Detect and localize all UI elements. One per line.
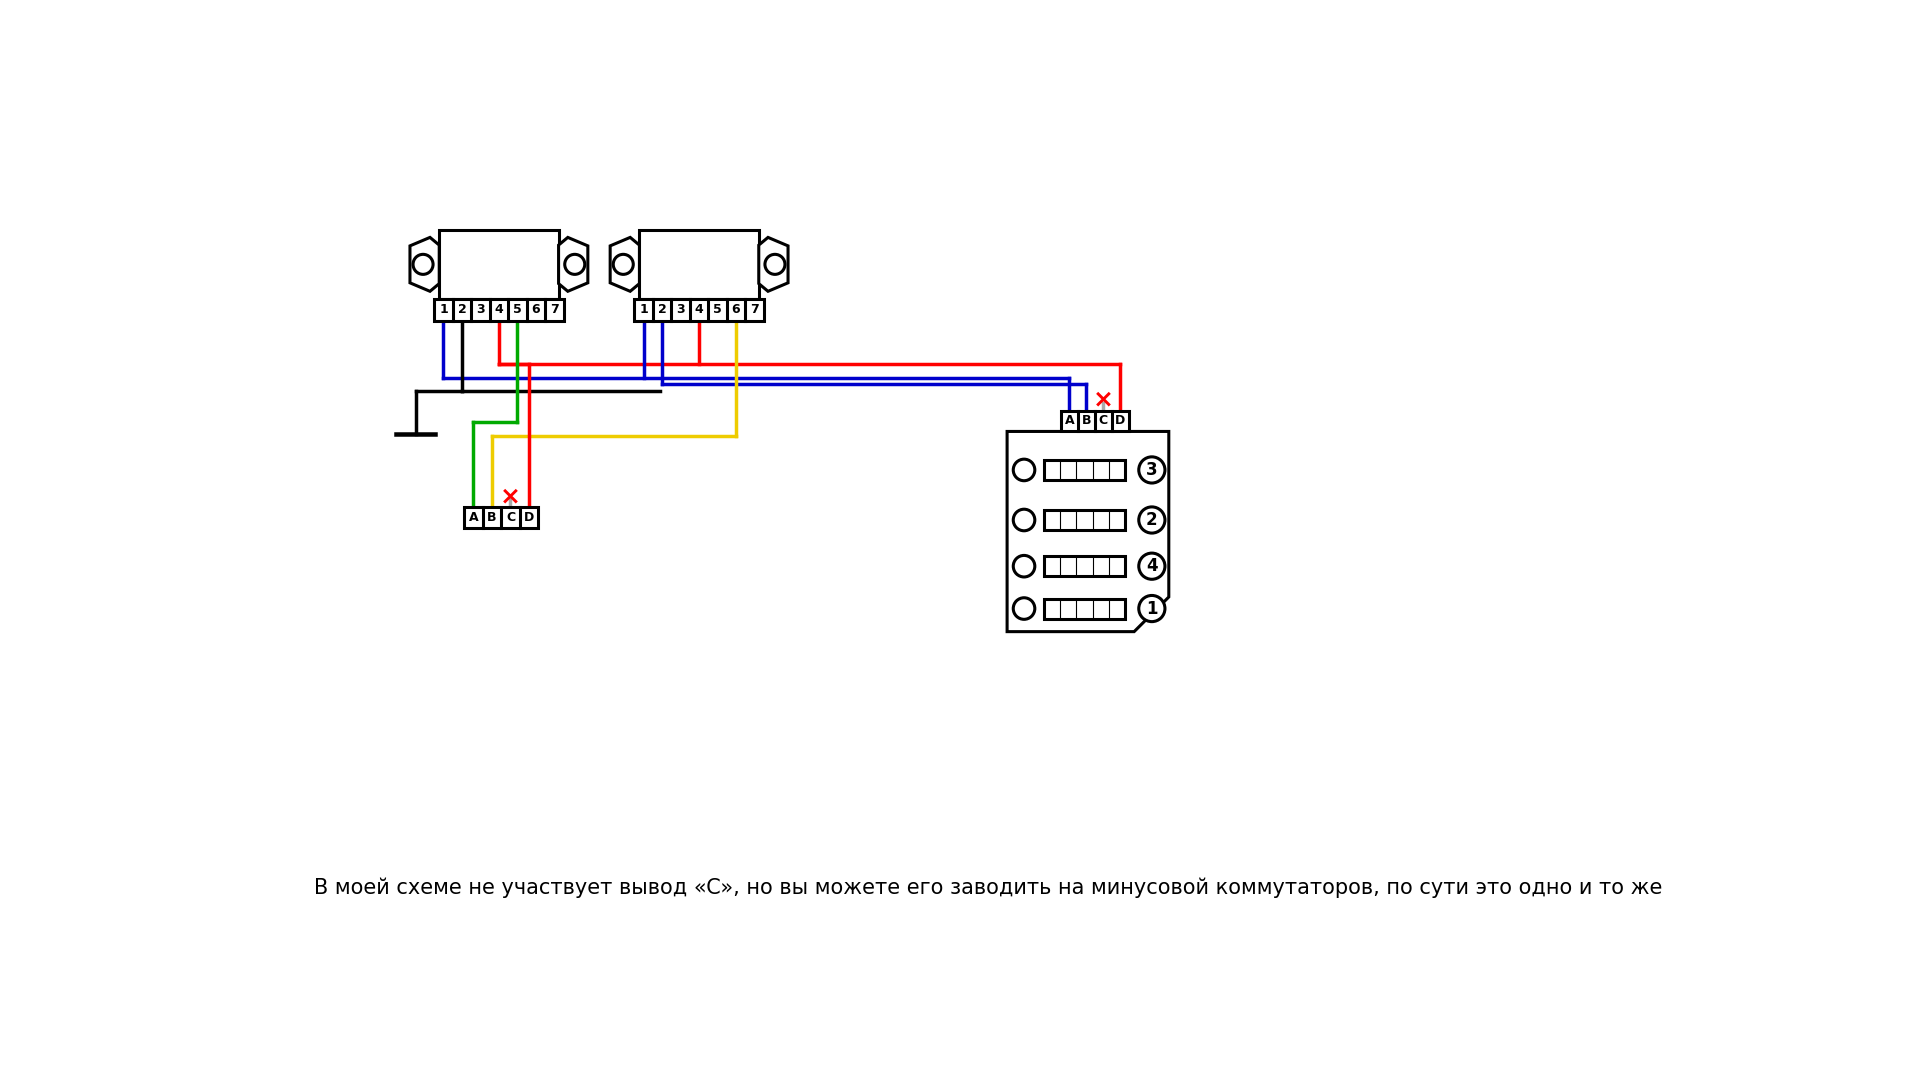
Bar — [1044, 460, 1125, 480]
Circle shape — [1139, 507, 1165, 534]
Text: B: B — [488, 511, 497, 524]
Text: 3: 3 — [676, 303, 685, 316]
Text: A: A — [468, 511, 478, 524]
Circle shape — [1139, 595, 1165, 622]
Text: A: A — [1066, 414, 1075, 428]
Text: 1: 1 — [440, 303, 447, 316]
Bar — [1062, 410, 1129, 431]
Text: 7: 7 — [549, 303, 559, 316]
Text: 6: 6 — [532, 303, 540, 316]
Circle shape — [1139, 553, 1165, 579]
Text: 5: 5 — [513, 303, 522, 316]
Bar — [634, 299, 764, 321]
Text: 4: 4 — [695, 303, 703, 316]
Bar — [639, 230, 758, 299]
Circle shape — [612, 255, 634, 274]
Circle shape — [1014, 597, 1035, 619]
Text: D: D — [1116, 414, 1125, 428]
Text: C: C — [505, 511, 515, 524]
Bar — [440, 230, 559, 299]
Circle shape — [764, 255, 785, 274]
Text: 4: 4 — [1146, 557, 1158, 576]
Polygon shape — [1008, 431, 1169, 632]
Circle shape — [1014, 555, 1035, 577]
Text: ×: × — [1092, 388, 1114, 411]
Text: 3: 3 — [1146, 461, 1158, 478]
Text: В моей схеме не участвует вывод «C», но вы можете его заводить на минусовой комм: В моей схеме не участвует вывод «C», но … — [315, 878, 1663, 899]
Polygon shape — [758, 238, 787, 292]
Bar — [465, 507, 538, 528]
Circle shape — [1014, 459, 1035, 481]
Polygon shape — [559, 238, 588, 292]
Text: 2: 2 — [659, 303, 666, 316]
Circle shape — [413, 255, 434, 274]
Text: 2: 2 — [457, 303, 467, 316]
Bar — [434, 299, 564, 321]
Text: 1: 1 — [1146, 599, 1158, 618]
Text: 5: 5 — [712, 303, 722, 316]
Circle shape — [1014, 509, 1035, 530]
Text: 3: 3 — [476, 303, 484, 316]
Text: ×: × — [499, 484, 520, 508]
Bar — [1044, 598, 1125, 619]
Text: 7: 7 — [751, 303, 758, 316]
Bar — [1044, 510, 1125, 530]
Circle shape — [564, 255, 586, 274]
Text: C: C — [1098, 414, 1108, 428]
Bar — [1044, 556, 1125, 577]
Polygon shape — [411, 238, 440, 292]
Text: 6: 6 — [732, 303, 741, 316]
Circle shape — [1139, 457, 1165, 483]
Text: 1: 1 — [639, 303, 649, 316]
Text: B: B — [1081, 414, 1091, 428]
Polygon shape — [611, 238, 639, 292]
Text: 4: 4 — [495, 303, 503, 316]
Text: 2: 2 — [1146, 511, 1158, 529]
Text: D: D — [524, 511, 534, 524]
